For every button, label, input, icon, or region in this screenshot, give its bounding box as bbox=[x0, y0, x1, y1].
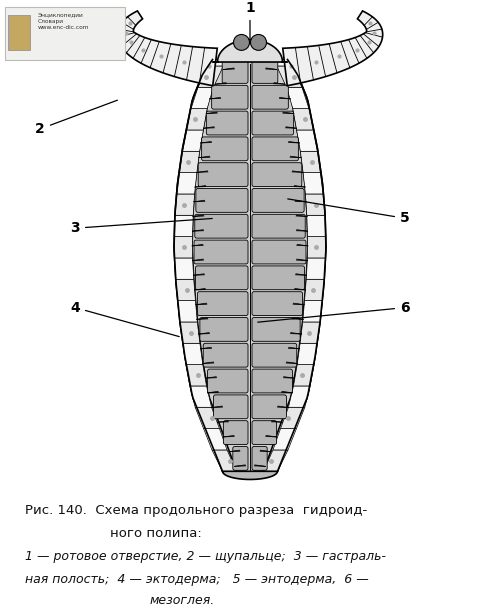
Polygon shape bbox=[274, 59, 291, 66]
Polygon shape bbox=[175, 194, 195, 215]
Polygon shape bbox=[212, 40, 288, 62]
FancyBboxPatch shape bbox=[252, 111, 294, 135]
FancyBboxPatch shape bbox=[252, 369, 292, 393]
FancyBboxPatch shape bbox=[196, 189, 248, 212]
Polygon shape bbox=[273, 428, 296, 450]
FancyBboxPatch shape bbox=[252, 214, 305, 238]
FancyBboxPatch shape bbox=[200, 318, 248, 341]
Polygon shape bbox=[307, 215, 326, 237]
Polygon shape bbox=[174, 215, 193, 237]
Polygon shape bbox=[306, 258, 326, 280]
FancyBboxPatch shape bbox=[222, 60, 248, 83]
Polygon shape bbox=[180, 322, 200, 343]
FancyBboxPatch shape bbox=[224, 420, 248, 445]
Polygon shape bbox=[182, 130, 204, 151]
Polygon shape bbox=[174, 258, 194, 280]
Polygon shape bbox=[176, 280, 196, 301]
Text: 2: 2 bbox=[35, 100, 117, 136]
Text: 4: 4 bbox=[70, 301, 179, 336]
Polygon shape bbox=[192, 59, 308, 471]
FancyBboxPatch shape bbox=[5, 7, 125, 59]
Polygon shape bbox=[191, 87, 214, 109]
FancyBboxPatch shape bbox=[208, 369, 248, 393]
Bar bbox=[8, 15, 30, 50]
FancyBboxPatch shape bbox=[252, 266, 304, 290]
FancyBboxPatch shape bbox=[252, 420, 276, 445]
Polygon shape bbox=[306, 194, 325, 215]
Polygon shape bbox=[297, 343, 318, 365]
Polygon shape bbox=[212, 450, 236, 471]
FancyBboxPatch shape bbox=[214, 395, 248, 419]
Polygon shape bbox=[174, 237, 192, 258]
FancyBboxPatch shape bbox=[252, 395, 286, 419]
Text: ного полипа:: ного полипа: bbox=[110, 527, 202, 540]
FancyBboxPatch shape bbox=[252, 343, 296, 367]
Polygon shape bbox=[118, 11, 217, 86]
Polygon shape bbox=[300, 322, 320, 343]
Polygon shape bbox=[198, 66, 224, 87]
FancyBboxPatch shape bbox=[252, 446, 267, 470]
Text: 6: 6 bbox=[258, 301, 410, 322]
Polygon shape bbox=[187, 109, 207, 130]
FancyBboxPatch shape bbox=[252, 137, 298, 161]
Polygon shape bbox=[286, 87, 309, 109]
FancyBboxPatch shape bbox=[195, 214, 248, 238]
Polygon shape bbox=[296, 130, 318, 151]
FancyBboxPatch shape bbox=[252, 85, 288, 109]
FancyBboxPatch shape bbox=[198, 163, 248, 186]
Polygon shape bbox=[264, 450, 288, 471]
Polygon shape bbox=[280, 407, 305, 428]
Polygon shape bbox=[304, 280, 324, 301]
Text: 3: 3 bbox=[70, 218, 212, 235]
FancyBboxPatch shape bbox=[252, 189, 304, 212]
Polygon shape bbox=[283, 11, 382, 86]
Polygon shape bbox=[302, 301, 322, 322]
Polygon shape bbox=[293, 109, 313, 130]
Polygon shape bbox=[195, 407, 220, 428]
Text: мезоглея.: мезоглея. bbox=[150, 594, 215, 605]
FancyBboxPatch shape bbox=[196, 266, 248, 290]
Polygon shape bbox=[204, 428, 227, 450]
FancyBboxPatch shape bbox=[202, 137, 248, 161]
Text: 1: 1 bbox=[245, 1, 255, 39]
Polygon shape bbox=[190, 386, 212, 407]
Polygon shape bbox=[300, 151, 320, 172]
FancyBboxPatch shape bbox=[194, 240, 248, 264]
FancyBboxPatch shape bbox=[233, 446, 248, 470]
Polygon shape bbox=[177, 172, 197, 194]
FancyBboxPatch shape bbox=[252, 318, 300, 341]
Circle shape bbox=[234, 34, 250, 50]
Polygon shape bbox=[178, 301, 198, 322]
FancyBboxPatch shape bbox=[252, 60, 278, 83]
FancyBboxPatch shape bbox=[198, 292, 248, 316]
Polygon shape bbox=[180, 151, 200, 172]
FancyBboxPatch shape bbox=[204, 343, 248, 367]
Polygon shape bbox=[186, 365, 206, 386]
Polygon shape bbox=[222, 471, 278, 479]
Circle shape bbox=[250, 34, 266, 50]
FancyBboxPatch shape bbox=[252, 240, 306, 264]
Text: Рис. 140.  Схема продольного разреза  гидроид-: Рис. 140. Схема продольного разреза гидр… bbox=[25, 504, 367, 517]
Text: ная полость;  4 — эктодерма;   5 — энтодерма,  6 —: ная полость; 4 — эктодерма; 5 — энтодерм… bbox=[25, 573, 369, 586]
FancyBboxPatch shape bbox=[206, 111, 248, 135]
FancyBboxPatch shape bbox=[212, 85, 248, 109]
FancyBboxPatch shape bbox=[252, 163, 302, 186]
Polygon shape bbox=[174, 59, 236, 471]
Polygon shape bbox=[209, 59, 226, 66]
Polygon shape bbox=[308, 237, 326, 258]
Polygon shape bbox=[288, 386, 310, 407]
Polygon shape bbox=[182, 343, 203, 365]
Polygon shape bbox=[276, 66, 302, 87]
Polygon shape bbox=[303, 172, 323, 194]
Text: 1 — ротовое отверстие, 2 — щупальце;  3 — гастраль-: 1 — ротовое отверстие, 2 — щупальце; 3 —… bbox=[25, 550, 386, 563]
Text: 5: 5 bbox=[288, 199, 410, 225]
Polygon shape bbox=[294, 365, 314, 386]
Text: Энциклопедии
Словари
www.enc-dic.com: Энциклопедии Словари www.enc-dic.com bbox=[38, 13, 89, 30]
Polygon shape bbox=[264, 59, 326, 471]
FancyBboxPatch shape bbox=[252, 292, 302, 316]
